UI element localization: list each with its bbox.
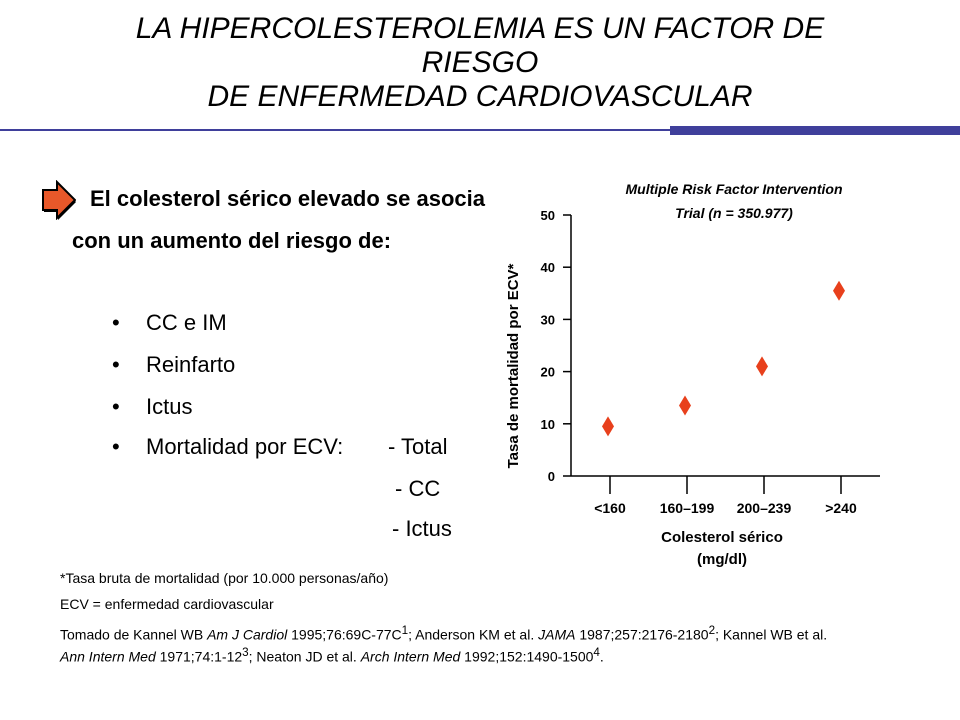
data-point [756, 356, 768, 377]
risk-chart: Multiple Risk Factor Intervention Trial … [505, 181, 880, 568]
title-line-3: DE ENFERMEDAD CARDIOVASCULAR [207, 80, 753, 113]
x-tick-label: <160 [594, 500, 626, 516]
mortality-subitem: - Total [388, 434, 448, 459]
y-tick-label: 50 [541, 208, 555, 223]
slide-title: LA HIPERCOLESTEROLEMIA ES UN FACTOR DE R… [40, 12, 920, 114]
chart-axes [570, 215, 880, 477]
data-point [602, 416, 614, 437]
bullet-text: Mortalidad por ECV: [146, 434, 344, 459]
arrow-right-icon [42, 180, 76, 220]
bullet-text: CC e IM [146, 310, 227, 335]
ref-number: 1 [401, 624, 409, 637]
x-tick-label: >240 [825, 500, 857, 516]
x-axis-label: Colesterol sérico (mg/dl) [661, 529, 783, 568]
chart-title: Multiple Risk Factor Intervention Trial … [625, 181, 842, 221]
footnote-rate: *Tasa bruta de mortalidad (por 10.000 pe… [60, 570, 389, 586]
ref-journal: JAMA [538, 626, 576, 643]
data-point [833, 280, 845, 301]
mortality-subitem: - CC [395, 476, 441, 501]
chart-title-line-1: Multiple Risk Factor Intervention [625, 181, 842, 197]
chart-title-line-2: Trial (n = 350.977) [675, 205, 793, 221]
ref-text: 1987;257:2176-2180 [575, 626, 709, 643]
ref-text: 1971;74:1-12 [155, 648, 243, 665]
ref-text: 1992;152:1490-1500 [460, 648, 594, 665]
ref-text: 1995;76:69C-77C [287, 626, 402, 643]
footnote-ecv: ECV = enfermedad cardiovascular [60, 596, 274, 612]
data-points [602, 280, 845, 437]
ref-text: ; Kannel WB et al. [715, 626, 828, 643]
y-tick-label: 30 [541, 312, 555, 327]
data-point [679, 395, 691, 416]
mortality-subitem: - Ictus [392, 516, 452, 541]
x-tick-label: 200–239 [737, 500, 792, 516]
bullet-dot: • [112, 310, 120, 335]
y-axis-label: Tasa de mortalidad por ECV* [505, 263, 522, 468]
x-axis-label-line-2: (mg/dl) [697, 551, 747, 568]
bullet-dot: • [112, 434, 120, 459]
ref-text: ; Anderson KM et al. [408, 626, 539, 643]
lead-text: El colesterol sérico elevado se asocia c… [72, 186, 485, 253]
y-tick-label: 0 [548, 469, 555, 484]
title-divider [0, 126, 960, 136]
title-line-2: RIESGO [421, 46, 539, 79]
title-line-1: LA HIPERCOLESTEROLEMIA ES UN FACTOR DE [135, 12, 825, 45]
y-tick-label: 20 [541, 365, 555, 380]
ref-journal: Arch Intern Med [360, 648, 461, 665]
references: Tomado de Kannel WB Am J Cardiol 1995;76… [60, 622, 910, 665]
ref-journal: Ann Intern Med [60, 648, 156, 665]
ref-text: . [599, 648, 604, 665]
bullet-text: Reinfarto [146, 352, 236, 377]
y-tick-label: 40 [541, 260, 555, 275]
y-tick-label: 10 [541, 417, 555, 432]
x-tick-label: 160–199 [660, 500, 715, 516]
x-ticks: <160 160–199 200–239 >240 [594, 476, 857, 516]
ref-number: 4 [593, 645, 600, 659]
ref-text: Tomado de Kannel WB [60, 626, 208, 643]
y-ticks: 0 10 20 30 40 50 [541, 208, 571, 484]
bullet-dot: • [112, 352, 120, 377]
arrow-shape [42, 180, 76, 220]
bullet-text: Ictus [146, 394, 193, 419]
ref-journal: Am J Cardiol [207, 626, 288, 643]
title-divider-thin [0, 129, 960, 131]
bullet-dot: • [112, 394, 120, 419]
ref-number: 3 [242, 645, 249, 659]
ref-number: 2 [708, 624, 716, 637]
title-divider-thick [670, 126, 960, 135]
ref-text: ; Neaton JD et al. [248, 648, 361, 665]
x-axis-label-line-1: Colesterol sérico [661, 529, 783, 546]
